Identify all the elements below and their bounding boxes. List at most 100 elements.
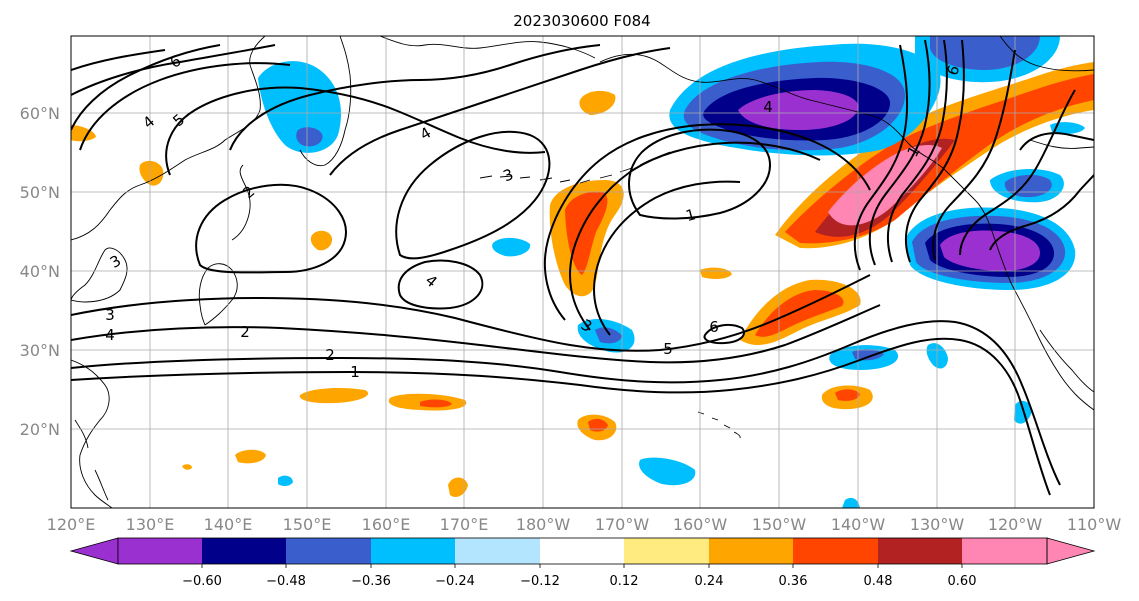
contour-label: 6 (709, 318, 719, 336)
contour-line (1019, 132, 1094, 151)
positive-anomaly-small-2 (139, 160, 164, 186)
coastline-asia-mainland (71, 36, 266, 241)
colorbar-label: 0.24 (695, 574, 724, 589)
coastline-canada-inland (999, 36, 1094, 149)
lon-label-180w: 180°W (516, 515, 571, 534)
negative-anomaly-small-9 (842, 497, 860, 508)
coastline-hawaii (697, 411, 741, 439)
colorbar-extend-low (69, 537, 119, 565)
negative-anomaly-kamchatka (258, 61, 341, 153)
contour-line (71, 304, 881, 364)
positive-anomaly-small-8-core (835, 389, 860, 401)
negative-anomaly-small-1 (492, 237, 531, 257)
contour-line (329, 47, 671, 176)
coastline-kamchatka (299, 36, 352, 167)
coastline-philippines (74, 419, 109, 501)
contour-line (853, 44, 909, 271)
contour-label: 4 (105, 326, 115, 344)
contour-line (932, 49, 1016, 261)
coastline-north-america-west (944, 169, 1094, 411)
positive-anomaly-east-pacific-core (755, 290, 844, 337)
colorbar-label: 0.60 (948, 574, 977, 589)
plot-border (70, 35, 1095, 509)
contour-line (395, 130, 551, 260)
colorbar-label: −0.60 (182, 574, 222, 589)
lon-label-160w: 160°W (673, 515, 728, 534)
contour-line (593, 180, 741, 336)
contour-label: 2 (240, 323, 250, 341)
colorbar-segment (793, 538, 878, 564)
contour-line (628, 128, 772, 220)
coastline-china-south (71, 359, 113, 508)
colorbar-extend-high (1046, 537, 1096, 565)
lon-label-150e: 150°E (283, 515, 332, 534)
colorbar-segment (118, 538, 202, 564)
lon-label-170w: 170°W (595, 515, 650, 534)
lon-label-120e: 120°E (47, 515, 96, 534)
contour-label: 4 (763, 98, 773, 116)
negative-anomaly-small-4 (639, 457, 696, 486)
lat-label-50: 50°N (20, 183, 60, 202)
figure-title: 2023030600 F084 (513, 12, 650, 30)
positive-anomaly-small-11 (700, 267, 732, 279)
contour-line (868, 39, 931, 266)
lat-label-30: 30°N (20, 341, 60, 360)
positive-anomaly-gulf-alaska-max (828, 145, 942, 226)
contour-line (165, 86, 546, 176)
positive-anomaly-small-6-core (420, 399, 452, 408)
colorbar: −0.60 −0.48 −0.36 −0.24 −0.12 0.12 0.24 … (69, 537, 1096, 589)
positive-anomaly-small-1 (579, 90, 616, 115)
contour-line (397, 259, 484, 310)
contour-labels: 6 4 5 3 4 3 2 1 3 4 2 1 5 6 4 6 1 3 4 2 (105, 51, 963, 381)
lon-label-130w: 130°W (910, 515, 965, 534)
lon-label-120w: 120°W (988, 515, 1043, 534)
contour-label: 3 (105, 306, 115, 324)
contour-line (904, 39, 965, 263)
lon-label-110w: 110°W (1067, 515, 1122, 534)
map-layer: 6 4 5 3 4 3 2 1 3 4 2 1 5 6 4 6 1 3 4 2 (71, 36, 1094, 508)
lat-label-60: 60°N (20, 104, 60, 123)
lon-label-150w: 150°W (752, 515, 807, 534)
longitude-labels: 120°E 130°E 140°E 150°E 160°E 170°E 180°… (47, 515, 1122, 534)
coastline-baja (1039, 329, 1094, 393)
lon-label-170e: 170°E (440, 515, 489, 534)
contour-line (71, 337, 1051, 496)
lon-label-140w: 140°W (831, 515, 886, 534)
colorbar-segment (202, 538, 286, 564)
contour-line (703, 323, 745, 345)
colorbar-segment (624, 538, 709, 564)
contour-line (195, 183, 347, 274)
contour-line (229, 44, 601, 151)
contour-label: 1 (350, 363, 360, 381)
positive-anomaly-small-4 (310, 230, 333, 251)
lat-label-20: 20°N (20, 420, 60, 439)
negative-anomaly-alaska-max (738, 90, 859, 130)
colorbar-ticks (201, 564, 963, 568)
lon-label-140e: 140°E (204, 515, 253, 534)
coastline-japan (198, 164, 251, 326)
positive-anomaly-small-9 (235, 449, 266, 464)
contour-label: 2 (325, 346, 335, 364)
positive-anomaly-small-5 (299, 387, 369, 404)
colorbar-labels: −0.60 −0.48 −0.36 −0.24 −0.12 0.12 0.24 … (182, 574, 976, 589)
colorbar-border (117, 537, 1048, 565)
colorbar-segment (709, 538, 793, 564)
positive-anomaly-small-7-core (588, 418, 608, 432)
positive-anomaly-small-12 (182, 464, 192, 470)
contour-line (71, 320, 1061, 486)
lon-label-130e: 130°E (126, 515, 175, 534)
colorbar-segment (540, 538, 624, 564)
colorbar-label: 0.36 (779, 574, 808, 589)
colorbar-segment (371, 538, 455, 564)
contour-label: 1 (684, 205, 698, 225)
colorbar-label: −0.24 (435, 574, 475, 589)
contour-line (959, 89, 1076, 256)
contour-lines (71, 39, 1094, 496)
latitude-labels: 60°N 50°N 40°N 30°N 20°N (20, 104, 60, 439)
colorbar-label: −0.36 (351, 574, 391, 589)
contour-line (543, 123, 871, 321)
coastline-siberia-north (379, 36, 596, 59)
contour-line (989, 174, 1094, 251)
negative-anomaly-small-2-core (595, 327, 622, 344)
